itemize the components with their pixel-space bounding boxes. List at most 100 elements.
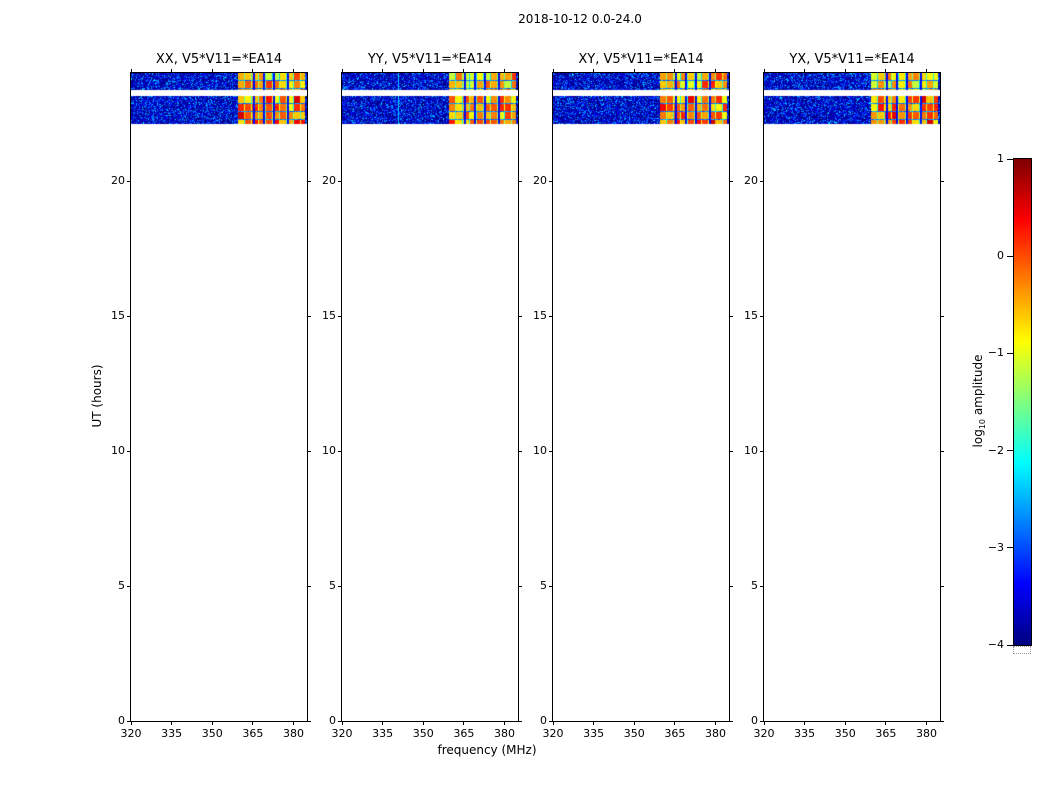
- y-tick-mark: [940, 450, 944, 452]
- y-tick-label: 20: [533, 174, 547, 187]
- y-tick-mark: [307, 720, 311, 722]
- x-tick-label: 350: [834, 727, 856, 740]
- y-tick-mark: [729, 720, 733, 722]
- figure-title: 2018-10-12 0.0-24.0: [518, 12, 642, 26]
- y-tick-mark: [307, 585, 311, 587]
- x-axis-label: frequency (MHz): [437, 743, 537, 757]
- colorbar-label-post: amplitude: [970, 354, 985, 419]
- colorbar-label-pre: log: [970, 429, 985, 448]
- colorbar-tick-mark: [1007, 547, 1014, 549]
- y-tick-label: 0: [751, 714, 758, 727]
- x-tick-mark: [211, 69, 213, 73]
- x-tick-mark: [593, 69, 595, 73]
- spectrogram-panel-xy: XY, V5*V11=*EA14 320 335 350 365 380 0 5 10 15 20: [533, 52, 733, 740]
- x-tick-mark: [714, 69, 716, 73]
- x-tick-mark: [171, 69, 173, 73]
- x-tick-mark: [885, 69, 887, 73]
- y-tick-mark: [760, 180, 764, 182]
- x-tick-mark: [463, 69, 465, 73]
- y-tick-label: 0: [540, 714, 547, 727]
- x-tick-mark: [503, 69, 505, 73]
- x-tick-mark: [885, 721, 887, 725]
- x-tick-mark: [925, 69, 927, 73]
- y-tick-mark: [127, 450, 131, 452]
- colorbar-label-sub: 10: [978, 418, 988, 430]
- y-tick-label: 5: [329, 579, 336, 592]
- y-tick-mark: [307, 180, 311, 182]
- heatmap-canvas: [342, 73, 518, 721]
- x-tick-label: 365: [875, 727, 897, 740]
- y-tick-label: 20: [744, 174, 758, 187]
- panel-title: XX, V5*V11=*EA14: [155, 52, 283, 67]
- colorbar-tick-label: −1: [987, 346, 1004, 360]
- y-tick-mark: [338, 180, 342, 182]
- y-tick-mark: [940, 315, 944, 317]
- x-tick-mark: [463, 721, 465, 725]
- heatmap-canvas: [764, 73, 940, 721]
- x-tick-label: 365: [453, 727, 475, 740]
- y-tick-mark: [127, 180, 131, 182]
- y-tick-mark: [940, 585, 944, 587]
- y-tick-label: 15: [744, 309, 758, 322]
- y-tick-label: 0: [329, 714, 336, 727]
- y-tick-mark: [549, 315, 553, 317]
- y-tick-label: 10: [533, 444, 547, 457]
- panel-title: YY, V5*V11=*EA14: [367, 52, 493, 67]
- y-tick-mark: [760, 315, 764, 317]
- y-tick-mark: [127, 315, 131, 317]
- y-tick-label: 0: [118, 714, 125, 727]
- x-tick-mark: [341, 721, 343, 725]
- x-tick-mark: [292, 721, 294, 725]
- x-tick-label: 365: [664, 727, 686, 740]
- x-tick-label: 320: [331, 727, 353, 740]
- x-tick-mark: [925, 721, 927, 725]
- x-tick-mark: [341, 69, 343, 73]
- colorbar-tick-mark: [1007, 644, 1014, 646]
- x-tick-mark: [633, 721, 635, 725]
- y-tick-mark: [729, 450, 733, 452]
- x-tick-mark: [130, 69, 132, 73]
- x-tick-mark: [552, 721, 554, 725]
- panel-title: YX, V5*V11=*EA14: [789, 52, 915, 67]
- colorbar-tick-label: 1: [997, 152, 1004, 165]
- y-tick-label: 5: [540, 579, 547, 592]
- y-tick-mark: [518, 450, 522, 452]
- x-tick-mark: [422, 69, 424, 73]
- x-tick-label: 380: [704, 727, 726, 740]
- x-tick-mark: [593, 721, 595, 725]
- y-tick-mark: [338, 720, 342, 722]
- y-tick-mark: [549, 450, 553, 452]
- colorbar-tick-label: −4: [987, 638, 1004, 651]
- y-tick-mark: [729, 315, 733, 317]
- spectrogram-panel-xx: XX, V5*V11=*EA14 320 335 350 365 380 0 5 10 15 20: [111, 52, 311, 740]
- y-tick-mark: [307, 315, 311, 317]
- heatmap-canvas: [553, 73, 729, 721]
- colorbar-tick-label: −2: [987, 443, 1004, 457]
- x-tick-mark: [674, 721, 676, 725]
- colorbar: 1 0 −1 −2 −3 −4: [988, 152, 1032, 654]
- y-tick-mark: [127, 585, 131, 587]
- heatmap-canvas: [131, 73, 307, 721]
- x-tick-mark: [763, 721, 765, 725]
- x-tick-label: 380: [493, 727, 515, 740]
- y-tick-mark: [127, 720, 131, 722]
- colorbar-tick-mark: [1007, 158, 1014, 160]
- y-tick-mark: [549, 180, 553, 182]
- y-tick-label: 20: [111, 174, 125, 187]
- colorbar-tick-label: 0: [997, 249, 1004, 263]
- colorbar-tick-mark: [1007, 352, 1014, 354]
- x-tick-mark: [422, 721, 424, 725]
- x-tick-mark: [844, 69, 846, 73]
- x-tick-mark: [382, 721, 384, 725]
- y-tick-mark: [729, 180, 733, 182]
- x-tick-mark: [633, 69, 635, 73]
- x-tick-mark: [804, 69, 806, 73]
- y-tick-mark: [338, 315, 342, 317]
- y-tick-mark: [760, 585, 764, 587]
- panel-title: XY, V5*V11=*EA14: [578, 52, 704, 67]
- y-tick-label: 15: [533, 309, 547, 322]
- x-tick-mark: [674, 69, 676, 73]
- colorbar-extension: [1013, 646, 1031, 654]
- x-tick-mark: [252, 721, 254, 725]
